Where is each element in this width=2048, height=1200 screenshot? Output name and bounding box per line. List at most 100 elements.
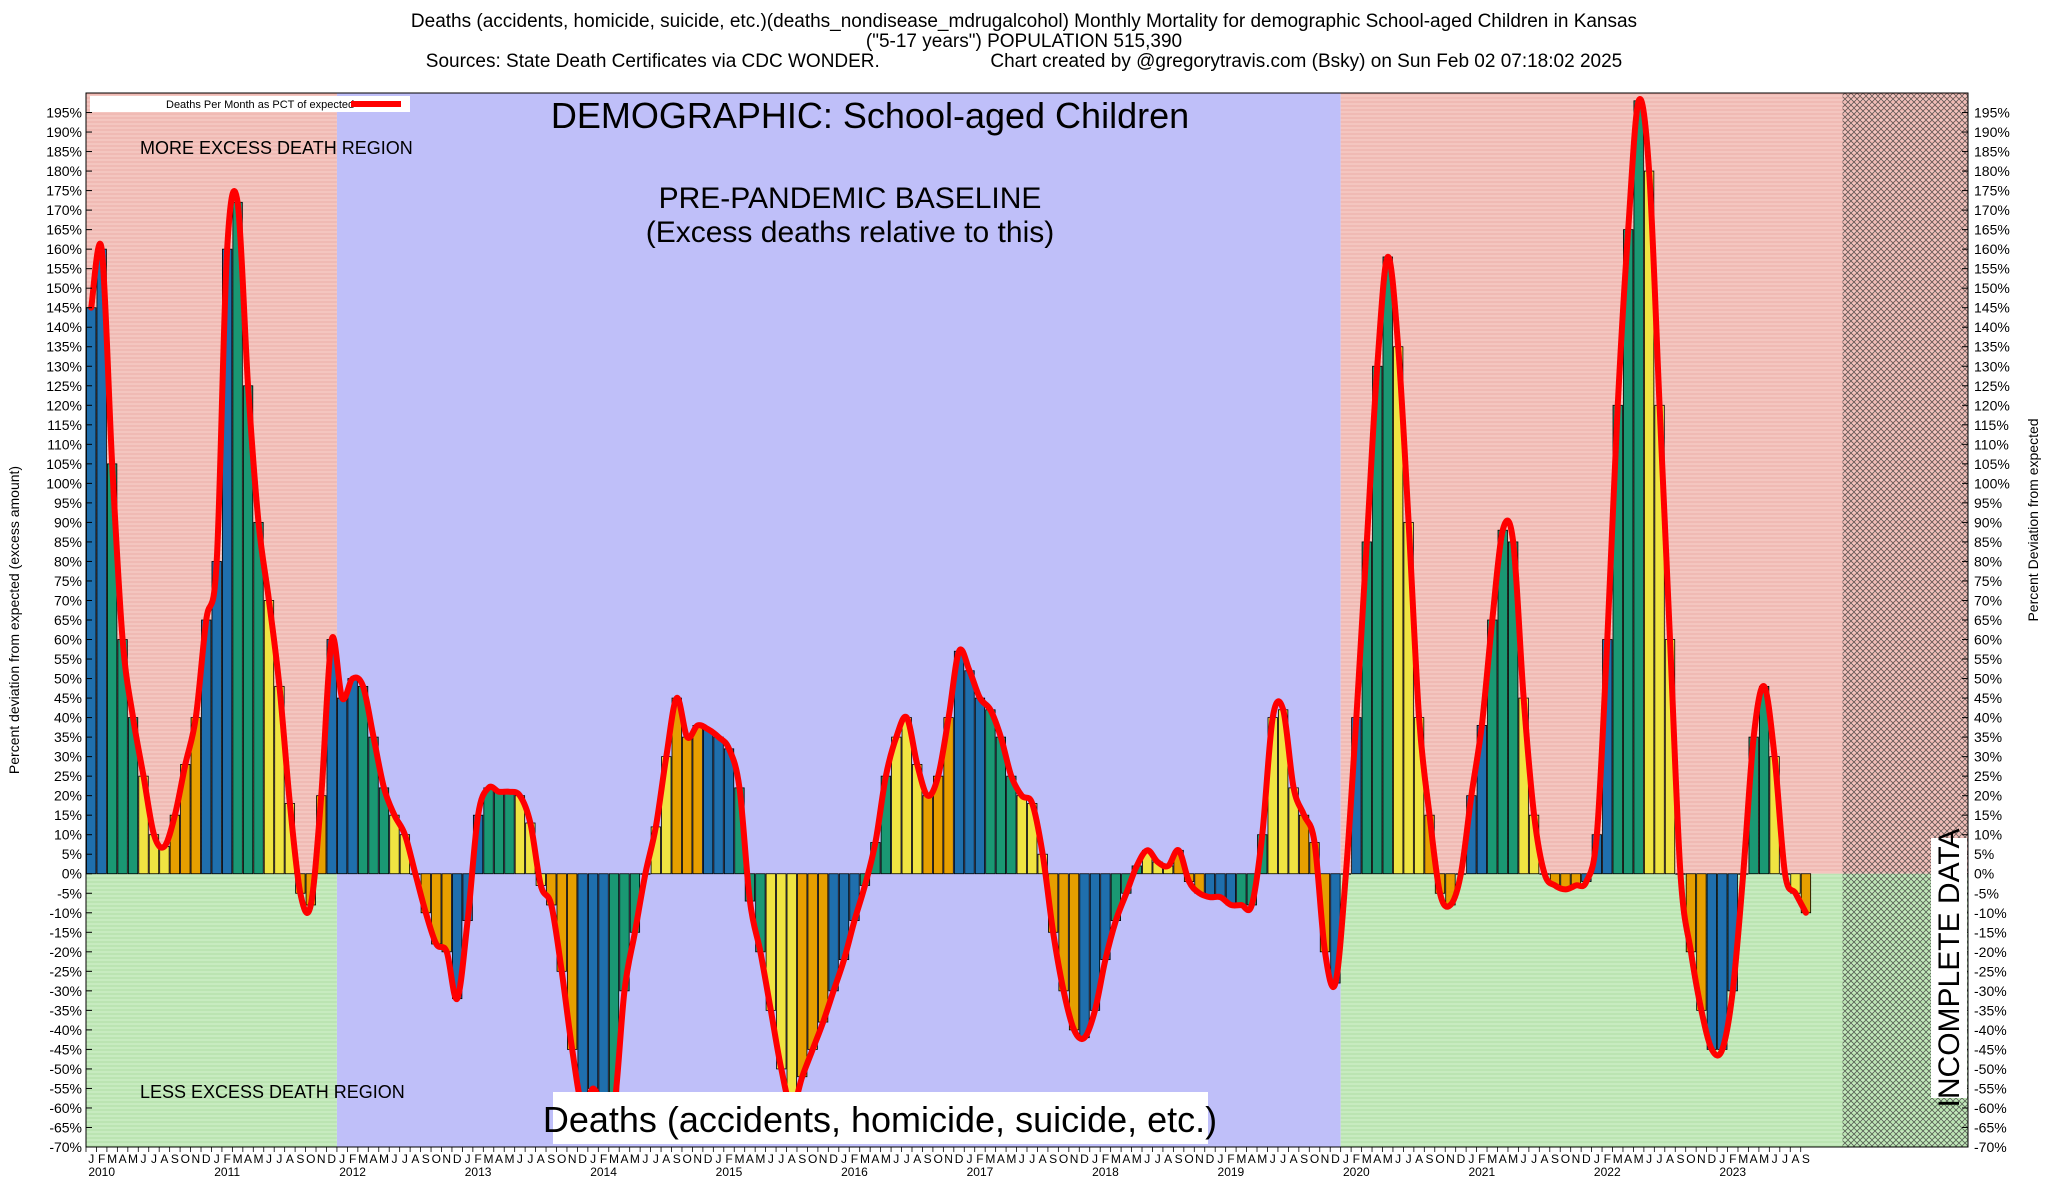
y-tick-label: -55% [49,1080,82,1096]
x-tick-label: A [1122,1152,1130,1166]
y-tick-label: 60% [54,632,82,648]
bar [964,670,975,875]
x-tick-label: M [881,1152,891,1166]
x-tick-label: S [296,1152,304,1166]
x-tick-label: F [1729,1152,1736,1166]
y-tick-label: -50% [1974,1061,2007,1077]
x-tick-label: J [1772,1152,1778,1166]
x-tick-label: N [1572,1152,1581,1166]
x-tick-label: N [191,1152,200,1166]
x-tick-label: J [1719,1152,1725,1166]
more-excess-region-left [86,93,337,874]
x-tick-label: M [254,1152,264,1166]
year-label: 2015 [716,1165,743,1179]
x-tick-label: J [653,1152,659,1166]
y-tick-label: -45% [49,1041,82,1057]
y-tick-label: -45% [1974,1041,2007,1057]
x-tick-label: J [1395,1152,1401,1166]
x-tick-label: J [339,1152,345,1166]
x-tick-label: S [1426,1152,1434,1166]
y-tick-label: 190% [1974,124,2010,140]
x-tick-label: O [432,1152,441,1166]
x-tick-label: J [276,1152,282,1166]
x-tick-label: A [871,1152,879,1166]
y-tick-label: 80% [1974,553,2002,569]
y-tick-label: 55% [1974,651,2002,667]
y-tick-label: 75% [1974,573,2002,589]
x-tick-label: J [966,1152,972,1166]
x-tick-label: A [1666,1152,1674,1166]
x-tick-label: M [1487,1152,1497,1166]
y-tick-label: 70% [54,592,82,608]
year-label: 2016 [841,1165,868,1179]
x-tick-label: J [1406,1152,1412,1166]
x-tick-label: J [1144,1152,1150,1166]
x-tick-label: N [944,1152,953,1166]
x-tick-label: A [1499,1152,1507,1166]
x-tick-label: S [547,1152,555,1166]
y-axis-title-right: Percent Deviation from expected [2025,418,2041,621]
x-tick-label: M [379,1152,389,1166]
x-tick-label: N [1321,1152,1330,1166]
y-tick-label: -20% [49,944,82,960]
x-tick-label: A [997,1152,1005,1166]
bar [253,522,264,875]
y-tick-label: 5% [1974,846,1994,862]
x-tick-label: J [88,1152,94,1166]
baseline-region [336,93,1341,1147]
x-tick-label: N [442,1152,451,1166]
chart-header: Deaths (accidents, homicide, suicide, et… [0,0,2048,72]
y-tick-label: 20% [54,788,82,804]
x-tick-label: J [904,1152,910,1166]
y-tick-label: -15% [1974,924,2007,940]
x-tick-label: O [1059,1152,1068,1166]
y-tick-label: 60% [1974,632,2002,648]
y-tick-label: 65% [1974,612,2002,628]
x-tick-label: N [317,1152,326,1166]
bar [723,748,735,875]
x-tick-label: J [1594,1152,1600,1166]
x-tick-label: J [1019,1152,1025,1166]
x-tick-label: M [1738,1152,1748,1166]
x-tick-label: N [1697,1152,1706,1166]
bar [441,873,452,953]
y-tick-label: 180% [46,163,82,179]
x-tick-label: A [160,1152,168,1166]
x-tick-label: J [527,1152,533,1166]
x-tick-label: M [107,1152,117,1166]
x-tick-label: J [590,1152,596,1166]
x-tick-label: S [798,1152,806,1166]
y-tick-label: 145% [1974,300,2010,316]
y-tick-label: -5% [1974,885,1999,901]
y-tick-label: 115% [47,417,82,433]
x-tick-label: F [725,1152,732,1166]
x-tick-label: N [1195,1152,1204,1166]
sources-text: Sources: State Death Certificates via CD… [425,51,880,72]
bar [692,725,703,875]
chart-title: Deaths (accidents, homicide, suicide, et… [410,11,1638,32]
year-label: 2013 [465,1165,492,1179]
y-tick-label: 155% [46,261,82,277]
legend-label: Deaths Per Month as PCT of expected [166,99,354,111]
x-tick-label: O [181,1152,190,1166]
bar [1236,873,1247,906]
x-tick-label: A [1373,1152,1381,1166]
y-tick-label: 45% [54,690,82,706]
x-tick-label: F [474,1152,481,1166]
x-tick-label: J [465,1152,471,1166]
y-tick-label: 145% [46,300,82,316]
trend-line [88,96,1809,1121]
x-tick-label: M [358,1152,368,1166]
bar [1006,775,1017,875]
x-tick-label: J [214,1152,220,1166]
x-tick-label: J [778,1152,784,1166]
x-tick-label: J [151,1152,157,1166]
y-tick-label: -30% [49,983,82,999]
x-tick-label: M [734,1152,744,1166]
x-tick-label: S [1175,1152,1183,1166]
x-tick-label: A [1290,1152,1298,1166]
bar [974,697,986,875]
bar [577,873,588,1109]
y-tick-label: 85% [54,534,82,550]
x-tick-label: M [1508,1152,1518,1166]
